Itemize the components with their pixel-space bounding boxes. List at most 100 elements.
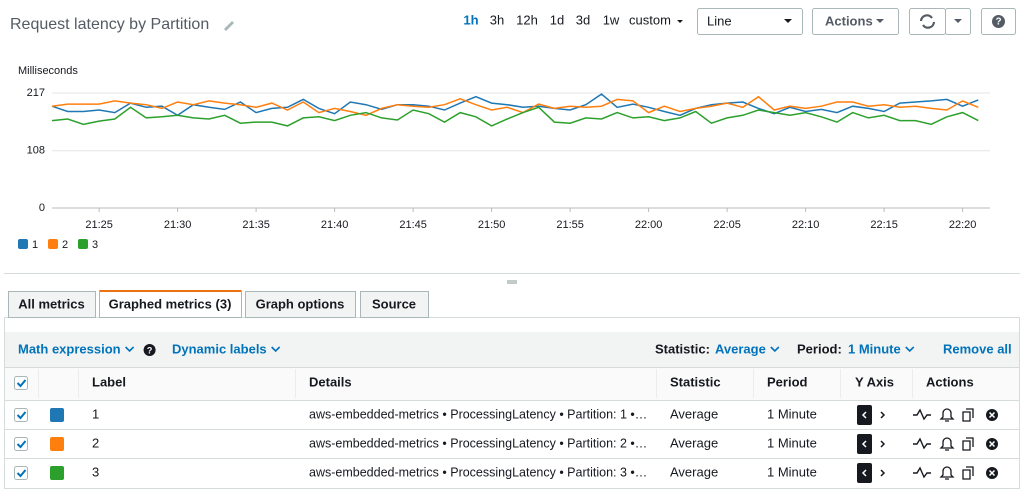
cell: aws-embedded-metrics • ProcessingLatency… [309,436,647,450]
alarm-icon[interactable] [939,466,955,480]
actions-button[interactable] [812,8,899,35]
time-range[interactable]: 3h [490,12,504,27]
refresh-button[interactable] [909,8,946,35]
sparkline-icon[interactable] [913,466,931,479]
widget-title: Request latency by Partition [10,16,209,33]
y-tick-label: 108 [27,145,45,157]
checkbox[interactable] [14,437,28,451]
chevron [861,411,867,419]
copy-icon[interactable] [962,408,974,422]
plot: 0 108 217 21:25 21:30 21:35 21:40 21:45 21:50 21:… [18,87,990,251]
time-range[interactable]: 1w [603,12,620,27]
check-mark [16,411,27,420]
chevron[interactable] [880,469,886,477]
cell: 1 [92,406,99,421]
chevron [861,469,867,477]
cell: aws-embedded-metrics • ProcessingLatency… [309,407,647,421]
chevron [271,346,281,353]
y-axis-left[interactable] [857,434,872,454]
check-mark [16,469,27,478]
resize-handle[interactable] [507,280,517,284]
legend-swatch[interactable] [48,239,58,249]
actions-label: Actions [825,13,873,28]
caret [954,19,962,23]
series-color[interactable] [50,408,64,422]
column-header: Statistic [670,374,721,389]
x-tick-label: 22:15 [870,219,898,231]
series-line [51,106,979,127]
chevron [905,346,915,353]
chevron [125,346,135,353]
time-range[interactable]: 1h [463,12,478,27]
toolbar-item: Period: [797,341,842,356]
x-tick-label: 21:30 [164,219,192,231]
time-range[interactable]: custom [629,12,671,27]
time-range[interactable]: 3d [576,12,590,27]
legend-label[interactable]: 1 [32,239,38,251]
y-axis-label: Milliseconds [18,65,78,77]
toolbar-item[interactable]: Math expression [18,341,121,356]
caret [784,19,792,23]
tab[interactable] [99,290,242,318]
column-header: Label [92,374,126,389]
edit-icon[interactable] [224,21,234,31]
help-glyph: ? [147,345,153,355]
checkbox[interactable] [14,466,28,480]
sparkline-icon[interactable] [913,437,931,450]
toolbar-item[interactable]: 1 Minute [848,341,901,356]
toolbar-item[interactable]: Remove all [943,341,1012,356]
tab[interactable] [8,291,96,318]
sparkline-icon[interactable] [913,408,931,421]
view-select[interactable] [697,8,803,35]
tab[interactable] [245,291,356,318]
toolbar-item[interactable]: Dynamic labels [172,341,267,356]
series-color[interactable] [50,437,64,451]
dynamic: All metrics Graphed metrics (3) Graph opti… [5,290,1019,483]
cell: 2 [92,435,99,450]
refresh-icon [919,14,936,29]
remove-glyph [988,411,996,419]
tab-label[interactable]: Graphed metrics (3) [109,296,232,311]
column-header: Details [309,374,352,389]
y-axis-left[interactable] [857,463,872,483]
column-header: Y Axis [855,374,894,389]
chevron [770,346,780,353]
tab-label[interactable]: Graph options [256,296,345,311]
caret [876,19,884,23]
x-tick-label: 21:50 [478,219,506,231]
legend-label[interactable]: 3 [92,239,98,251]
copy-icon[interactable] [962,437,974,451]
chevron[interactable] [880,411,886,419]
tab[interactable] [360,291,429,318]
alarm-icon[interactable] [939,437,955,451]
checkbox[interactable] [14,408,28,422]
legend-label[interactable]: 2 [62,239,68,251]
x-tick-label: 21:55 [556,219,584,231]
x-tick-label: 21:45 [399,219,427,231]
help-icon[interactable] [143,344,156,356]
toolbar-item[interactable]: Average [715,341,766,356]
chevron[interactable] [880,440,886,448]
y-axis-left[interactable] [857,405,872,425]
tab-label[interactable]: Source [372,296,416,311]
legend-swatch[interactable] [18,239,28,249]
cell: 1 Minute [767,464,817,479]
series-line [51,95,979,117]
series-color[interactable] [50,466,64,480]
caret [677,20,683,23]
series-line [51,93,979,117]
copy-icon[interactable] [962,466,974,480]
x-tick-label: 22:10 [792,219,820,231]
time-range[interactable]: 12h [516,12,538,27]
legend-swatch[interactable] [78,239,88,249]
time-range[interactable]: 1d [550,12,564,27]
checkbox[interactable] [14,376,28,390]
x-tick-label: 22:05 [713,219,741,231]
remove-glyph [988,469,996,477]
cell: Average [670,435,718,450]
cell: 1 Minute [767,435,817,450]
check-mark [16,440,27,449]
alarm-icon[interactable] [939,408,955,422]
tab-label[interactable]: All metrics [18,296,84,311]
